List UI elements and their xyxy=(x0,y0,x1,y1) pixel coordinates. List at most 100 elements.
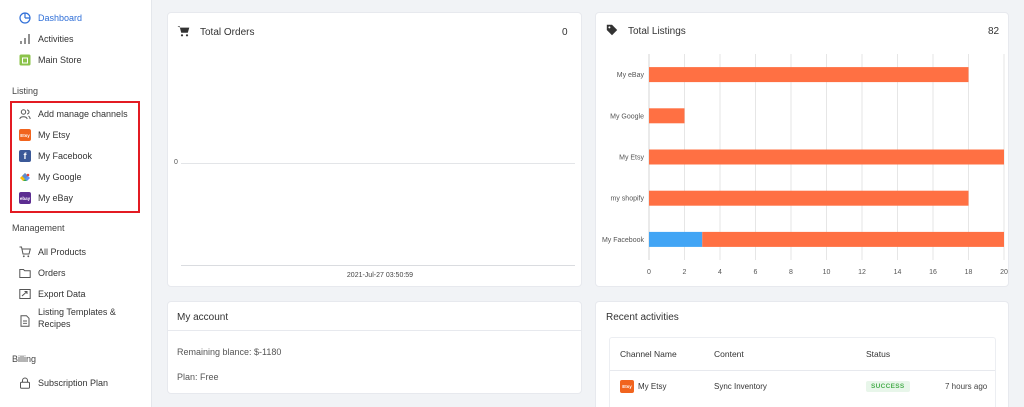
orders-x-tick: 2021-Jul-27 03:50:59 xyxy=(346,272,414,279)
sidebar-item-all-products[interactable]: All Products xyxy=(19,243,86,261)
etsy-icon: Etsy xyxy=(19,129,31,141)
account-divider xyxy=(168,330,581,331)
sidebar-item-my-facebook[interactable]: f My Facebook xyxy=(19,147,92,165)
sidebar-item-label: All Products xyxy=(38,247,87,257)
store-icon xyxy=(19,54,31,66)
sidebar-item-label: Dashboard xyxy=(38,13,83,23)
activities-table xyxy=(609,337,996,407)
th-status: Status xyxy=(866,349,891,359)
recent-activities-card xyxy=(595,301,1009,407)
y-tick-label: My Etsy xyxy=(619,155,644,162)
y-tick-label: My Facebook xyxy=(602,237,645,244)
sidebar-item-label: Subscription Plan xyxy=(38,378,109,388)
x-tick-label: 14 xyxy=(894,269,902,276)
section-label-listing: Listing xyxy=(12,86,39,96)
activities-title: Recent activities xyxy=(606,312,679,323)
my-account-card xyxy=(167,301,582,394)
sidebar-item-label-line2: Recipes xyxy=(38,319,71,329)
sidebar-item-my-google[interactable]: My Google xyxy=(19,168,82,186)
lock-icon xyxy=(19,377,31,389)
sidebar-item-add-manage-channels[interactable]: Add manage channels xyxy=(19,105,128,123)
bar xyxy=(702,231,1004,247)
sidebar-item-label: Orders xyxy=(38,268,66,278)
sidebar-item-main-store[interactable]: Main Store xyxy=(19,51,82,69)
orders-gridline xyxy=(181,163,575,164)
x-tick-label: 12 xyxy=(858,269,866,276)
y-tick-label: My eBay xyxy=(617,72,645,79)
orders-count: 0 xyxy=(562,27,568,38)
bar xyxy=(649,108,685,124)
sidebar-item-label: Add manage channels xyxy=(38,109,128,119)
listings-title: Total Listings xyxy=(628,26,686,37)
y-tick-label: my shopify xyxy=(611,196,645,203)
th-channel-name: Channel Name xyxy=(620,349,677,359)
sidebar-item-label: My Etsy xyxy=(38,130,71,140)
account-balance: Remaining blance: $-1180 xyxy=(177,347,282,357)
x-tick-label: 10 xyxy=(823,269,831,276)
listings-count: 82 xyxy=(988,26,1000,37)
sidebar-item-label: My Google xyxy=(38,172,82,182)
x-tick-label: 4 xyxy=(718,269,722,276)
account-title: My account xyxy=(177,312,229,323)
google-icon xyxy=(19,171,31,183)
sidebar-item-label: My Facebook xyxy=(38,151,93,161)
bar xyxy=(649,149,1004,165)
sidebar-item-label: Main Store xyxy=(38,55,82,65)
tag-icon xyxy=(606,23,618,41)
row-channel: My Etsy xyxy=(638,382,667,391)
x-tick-label: 16 xyxy=(929,269,937,276)
row-time: 7 hours ago xyxy=(945,382,988,391)
x-tick-label: 2 xyxy=(683,269,687,276)
dashboard-icon xyxy=(19,12,31,24)
status-badge: SUCCESS xyxy=(866,381,910,392)
sidebar-item-my-ebay[interactable]: ebay My eBay xyxy=(19,189,73,207)
etsy-brand-text: Etsy xyxy=(19,129,31,141)
sidebar-item-label: Activities xyxy=(38,34,74,44)
sidebar-item-dashboard[interactable]: Dashboard xyxy=(19,9,82,27)
facebook-brand-text: f xyxy=(19,150,31,162)
bar-chart-icon xyxy=(19,33,31,45)
x-tick-label: 20 xyxy=(1000,269,1008,276)
users-icon xyxy=(19,108,31,120)
bar xyxy=(649,190,969,206)
listings-bar-chart: 0 2 4 6 8 10 12 14 16 18 20 My eBay My Google My Etsy… xyxy=(602,54,1008,276)
folder-icon xyxy=(19,267,31,279)
sidebar-item-orders[interactable]: Orders xyxy=(19,264,66,282)
total-orders-card xyxy=(167,12,582,287)
sidebar-item-label: My eBay xyxy=(38,193,74,203)
section-label-management: Management xyxy=(12,223,65,233)
sidebar-item-listing-templates[interactable]: Listing Templates & Recipes xyxy=(19,306,116,336)
ebay-brand-text: ebay xyxy=(19,192,31,204)
sidebar-item-activities[interactable]: Activities xyxy=(19,30,74,48)
row-content: Sync Inventory xyxy=(714,382,767,391)
sidebar-item-my-etsy[interactable]: Etsy My Etsy xyxy=(19,126,70,144)
section-label-billing: Billing xyxy=(12,354,37,364)
orders-y-tick: 0 xyxy=(174,159,178,166)
sidebar-item-export-data[interactable]: Export Data xyxy=(19,285,86,303)
y-tick-label: My Google xyxy=(610,113,644,120)
sidebar-item-label: Export Data xyxy=(38,289,86,299)
orders-cart-icon xyxy=(177,24,190,42)
sidebar-item-label-group: Listing Templates & Recipes xyxy=(38,306,116,330)
x-tick-label: 6 xyxy=(754,269,758,276)
export-icon xyxy=(19,288,31,300)
bar xyxy=(649,231,703,247)
bar xyxy=(649,67,969,83)
orders-title: Total Orders xyxy=(200,27,255,38)
x-tick-label: 0 xyxy=(647,269,651,276)
orders-x-axis xyxy=(181,265,575,266)
table-header-divider xyxy=(610,370,995,371)
th-content: Content xyxy=(714,349,744,359)
document-icon xyxy=(19,315,31,327)
ebay-icon: ebay xyxy=(19,192,31,204)
x-tick-label: 8 xyxy=(789,269,793,276)
facebook-icon: f xyxy=(19,150,31,162)
x-tick-label: 18 xyxy=(965,269,973,276)
sidebar-item-label: Listing Templates & xyxy=(38,307,116,317)
account-plan: Plan: Free xyxy=(177,372,219,382)
etsy-icon: Etsy xyxy=(620,380,634,393)
cart-icon xyxy=(19,246,31,258)
sidebar-item-subscription-plan[interactable]: Subscription Plan xyxy=(19,374,108,392)
sidebar: Dashboard Activities Main Store Listing … xyxy=(0,0,152,407)
highlight-box xyxy=(10,101,140,213)
